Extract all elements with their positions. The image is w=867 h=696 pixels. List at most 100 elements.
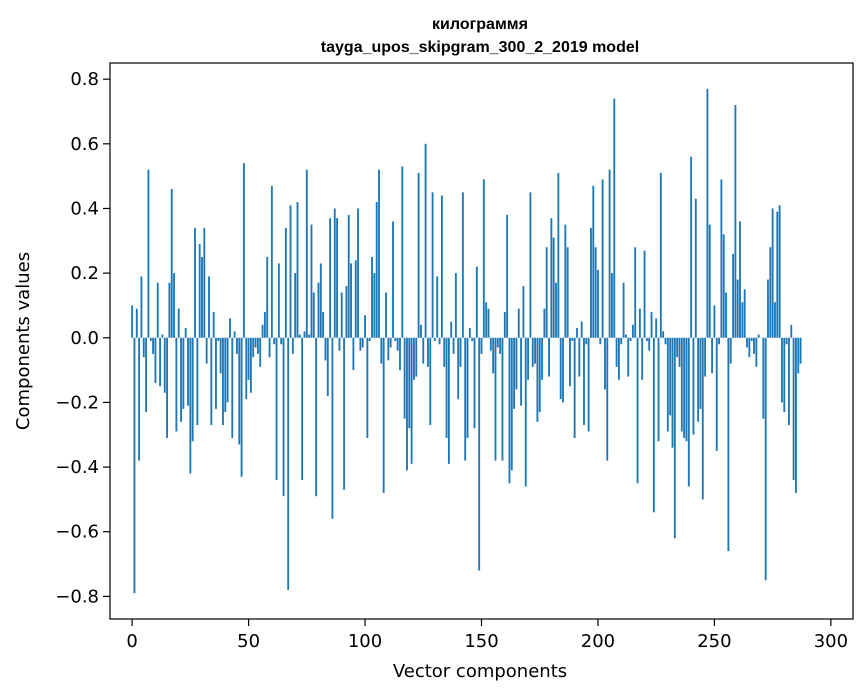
bar [210,337,213,426]
x-tick-label: 100 [348,631,382,652]
y-axis-ticks: −0.8 −0.6 −0.4 −0.2 0.0 0.2 0.4 0.6 0.8 [55,69,110,607]
bar [506,214,509,338]
bar [727,337,730,552]
bar [496,337,499,348]
bar [140,276,143,338]
bar [608,169,611,338]
bar [664,337,667,345]
bar [301,337,304,480]
bar [187,337,189,406]
bar [249,337,252,393]
bar [706,88,709,338]
bar [177,308,180,338]
bar [284,227,287,338]
bar [755,337,758,367]
bar [764,337,767,581]
bar [247,337,250,380]
bar [417,172,420,338]
bar [447,337,450,464]
bar [466,337,469,438]
bar [403,337,406,419]
bar [168,282,171,338]
x-tick-label: 250 [697,631,731,652]
bar [433,337,436,341]
bar [499,337,502,354]
bar [522,286,525,338]
bar [468,328,471,338]
bar [354,260,357,338]
bar [583,337,585,426]
bar [413,337,415,380]
bar [617,337,620,380]
bar [408,337,411,429]
bar [750,337,753,341]
bar [778,205,781,338]
bar [242,163,245,338]
bar [657,337,660,442]
bar [175,337,178,432]
bar [238,337,241,445]
bar [671,337,674,448]
bar [378,169,380,338]
bar [145,337,148,413]
bar [291,337,294,354]
bars-group [131,88,802,594]
bar [762,337,765,419]
bar [662,331,665,338]
bar [282,337,285,497]
bar [587,337,590,432]
bar [303,331,306,338]
bar [708,224,711,338]
bar [650,311,653,338]
bar [571,337,574,341]
y-tick-label: 0.6 [70,134,99,155]
y-tick-label: −0.8 [55,586,99,607]
bar [722,234,725,338]
bar [261,324,264,338]
bar [636,337,639,484]
bar [385,292,387,338]
bar [734,105,737,338]
bar [135,308,138,338]
bar [562,337,564,403]
bar [436,276,439,338]
bar [277,263,280,338]
bar [555,282,557,338]
bar [685,337,688,442]
bar [156,282,159,338]
bar [585,337,588,345]
bar [743,289,746,338]
bar [569,337,571,387]
bar [182,337,185,409]
bar [459,337,462,367]
bar [524,337,527,487]
y-tick-label: 0.2 [70,263,99,284]
bar [634,247,637,338]
bar [480,337,483,354]
bar [373,273,376,338]
bar [676,337,679,358]
bar [259,337,262,367]
bar [690,156,693,338]
bar [645,337,648,341]
bar [769,247,772,338]
bar [396,337,399,351]
bar [236,337,238,354]
bar [440,195,443,338]
bar [352,337,355,371]
bar [746,337,748,348]
bar [678,337,681,367]
bar [475,266,478,338]
bar [739,221,741,338]
bar [324,337,327,361]
bar [159,337,162,387]
bar [308,334,311,338]
bar [319,263,322,338]
y-tick-label: −0.4 [55,457,99,478]
bar [478,337,481,571]
bar [694,198,697,338]
bar [322,311,325,338]
bar [501,337,504,461]
bar [767,279,769,338]
bar [527,337,530,380]
